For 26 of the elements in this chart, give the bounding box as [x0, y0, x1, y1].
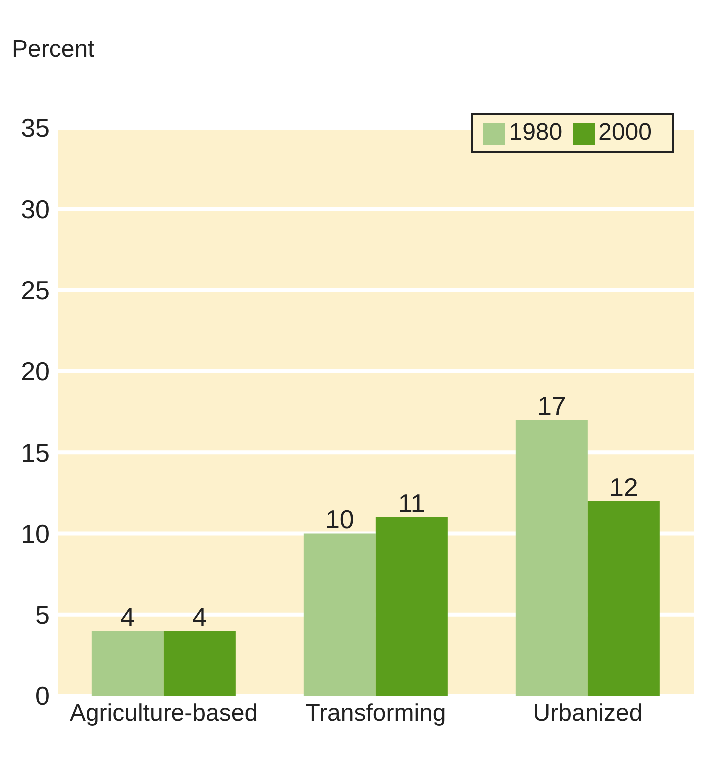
bar [376, 517, 448, 696]
y-tick-label: 15 [21, 438, 50, 468]
data-label: 17 [537, 391, 566, 422]
y-tick-label: 0 [36, 681, 50, 712]
y-axis-title: Percent [12, 36, 95, 64]
y-tick-label: 30 [21, 194, 50, 224]
y-tick-label: 25 [21, 276, 50, 306]
x-tick-label: Urbanized [533, 700, 643, 728]
bar [516, 420, 588, 696]
data-label: 10 [325, 504, 354, 535]
data-label: 12 [609, 472, 638, 502]
y-tick-label: 5 [36, 600, 50, 630]
x-tick-label: Transforming [306, 700, 446, 728]
y-tick-label: 20 [21, 356, 50, 387]
data-label: 11 [398, 488, 426, 518]
legend-label: 1980 [509, 119, 563, 146]
y-tick-label: 35 [21, 113, 50, 144]
x-tick-label: Agriculture-based [70, 700, 258, 728]
bar [588, 501, 660, 696]
bar [92, 631, 164, 696]
bar [164, 631, 236, 696]
legend-label: 2000 [598, 119, 652, 146]
bar [304, 534, 376, 696]
data-label: 4 [120, 602, 136, 632]
y-tick-label: 10 [21, 518, 50, 549]
data-label: 4 [192, 602, 208, 632]
